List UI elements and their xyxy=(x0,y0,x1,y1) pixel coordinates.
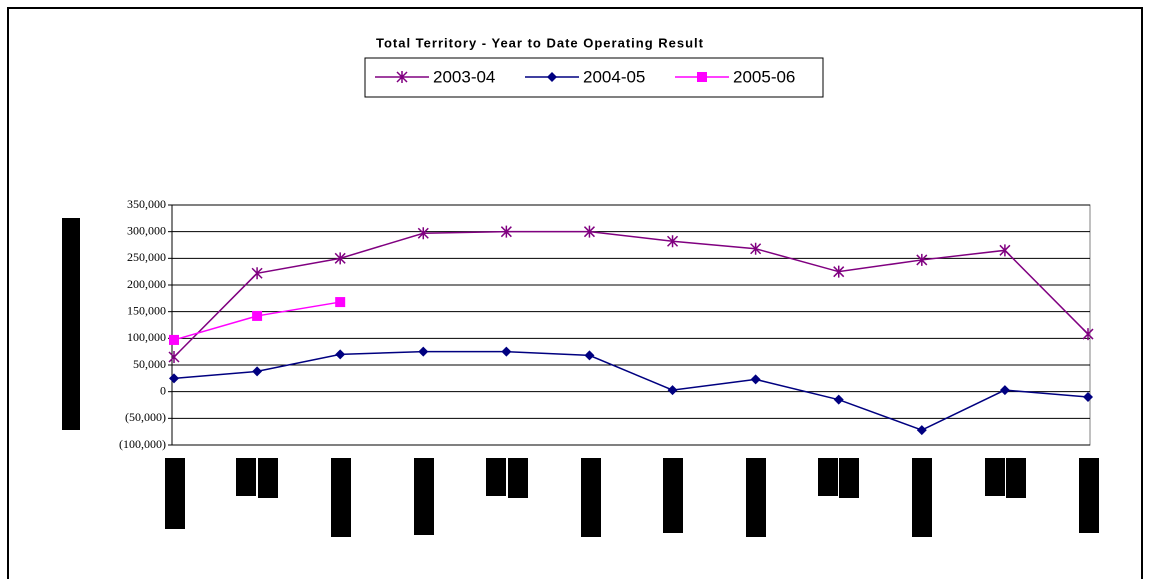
marker xyxy=(916,425,927,436)
chart-title: Total Territory - Year to Date Operating… xyxy=(376,35,704,50)
y-tick-label: 50,000 xyxy=(133,357,166,371)
marker xyxy=(750,242,762,255)
marker xyxy=(169,334,179,345)
marker xyxy=(169,373,179,384)
y-tick-label: (100,000) xyxy=(119,437,166,451)
marker xyxy=(547,72,557,82)
redaction xyxy=(258,458,278,498)
marker xyxy=(697,72,707,82)
redactions xyxy=(62,218,1099,537)
marker xyxy=(667,385,678,396)
redaction xyxy=(331,458,351,537)
y-tick-label: 100,000 xyxy=(127,330,166,344)
marker xyxy=(334,252,346,265)
redaction xyxy=(62,218,80,430)
redaction xyxy=(912,458,932,537)
legend-label: 2004-05 xyxy=(583,67,645,86)
marker xyxy=(999,385,1010,396)
series-line xyxy=(173,350,1089,431)
marker xyxy=(251,267,263,280)
y-tick-label: 200,000 xyxy=(127,277,166,291)
y-tick-label: 300,000 xyxy=(127,223,166,237)
y-tick-label: 150,000 xyxy=(127,303,166,317)
y-tick-label: 350,000 xyxy=(127,197,166,211)
marker xyxy=(252,310,263,321)
redaction xyxy=(985,458,1005,496)
marker xyxy=(252,366,263,377)
redaction xyxy=(1079,458,1099,533)
legend-label: 2003-04 xyxy=(433,67,495,86)
redaction xyxy=(508,458,528,498)
redaction xyxy=(165,458,185,529)
redaction xyxy=(663,458,683,533)
redaction xyxy=(1006,458,1026,498)
redaction xyxy=(236,458,256,496)
marker xyxy=(335,297,346,308)
redaction xyxy=(839,458,859,498)
legend-label: 2005-06 xyxy=(733,67,795,86)
redaction xyxy=(414,458,434,535)
marker xyxy=(999,244,1011,257)
redaction xyxy=(486,458,506,496)
y-tick-label: 0 xyxy=(160,383,166,397)
marker xyxy=(335,349,346,360)
legend xyxy=(364,57,824,98)
marker xyxy=(501,346,512,357)
marker xyxy=(833,394,844,405)
redaction xyxy=(581,458,601,537)
y-tick-label: 250,000 xyxy=(127,250,166,264)
marker xyxy=(1083,392,1093,402)
redaction xyxy=(746,458,766,537)
marker xyxy=(833,265,845,278)
marker xyxy=(583,225,595,238)
redaction xyxy=(818,458,838,496)
marker xyxy=(1082,328,1094,341)
marker xyxy=(750,374,761,385)
marker xyxy=(168,351,180,363)
marker xyxy=(916,253,928,266)
series-line xyxy=(173,230,1089,358)
marker xyxy=(584,350,595,361)
marker xyxy=(417,227,429,240)
y-tick-label: (50,000) xyxy=(125,410,166,424)
marker xyxy=(667,235,679,248)
marker xyxy=(500,225,512,238)
marker xyxy=(396,71,408,83)
marker xyxy=(418,346,429,357)
plot-area xyxy=(171,204,1091,446)
